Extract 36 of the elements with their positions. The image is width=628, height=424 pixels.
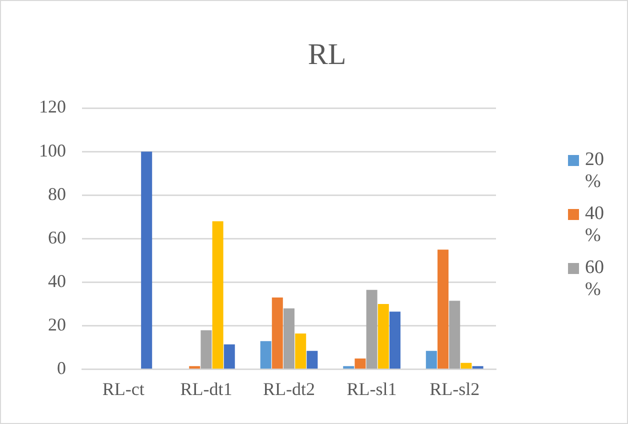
bar (189, 366, 200, 369)
bar (426, 350, 437, 369)
bar (343, 366, 354, 369)
bar (272, 298, 283, 369)
legend-label: 40 % (585, 203, 605, 247)
chart-title: RL (306, 37, 348, 73)
y-tick-label: 0 (57, 358, 66, 378)
x-tick-label: RL-dt2 (263, 378, 315, 399)
legend-label: 20 % (585, 149, 605, 193)
bar (295, 333, 306, 369)
y-tick-label: 80 (48, 184, 66, 204)
legend-label: 60 % (585, 257, 605, 301)
bar (366, 290, 378, 369)
x-tick-label: RL-dt1 (180, 378, 232, 399)
bar (200, 330, 212, 369)
x-tick-label: RL-ct (102, 378, 144, 399)
bar (438, 250, 449, 369)
y-tick-label: 40 (48, 271, 66, 291)
x-tick-label: RL-sl2 (430, 378, 480, 399)
bar (212, 221, 224, 369)
bar (224, 344, 235, 369)
bar (354, 358, 366, 369)
x-tick-label: RL-sl1 (346, 378, 397, 399)
y-tick-label: 20 (48, 314, 66, 335)
bar (141, 152, 152, 369)
bar (306, 350, 318, 369)
bar (260, 341, 272, 369)
bar (389, 312, 400, 369)
y-tick-label: 100 (39, 140, 66, 160)
y-tick-label: 60 (48, 227, 66, 248)
bar (283, 308, 295, 369)
y-tick-label: 120 (39, 96, 66, 117)
bar (378, 304, 389, 369)
bar (460, 362, 472, 369)
bar (449, 300, 460, 369)
bar (472, 366, 484, 369)
